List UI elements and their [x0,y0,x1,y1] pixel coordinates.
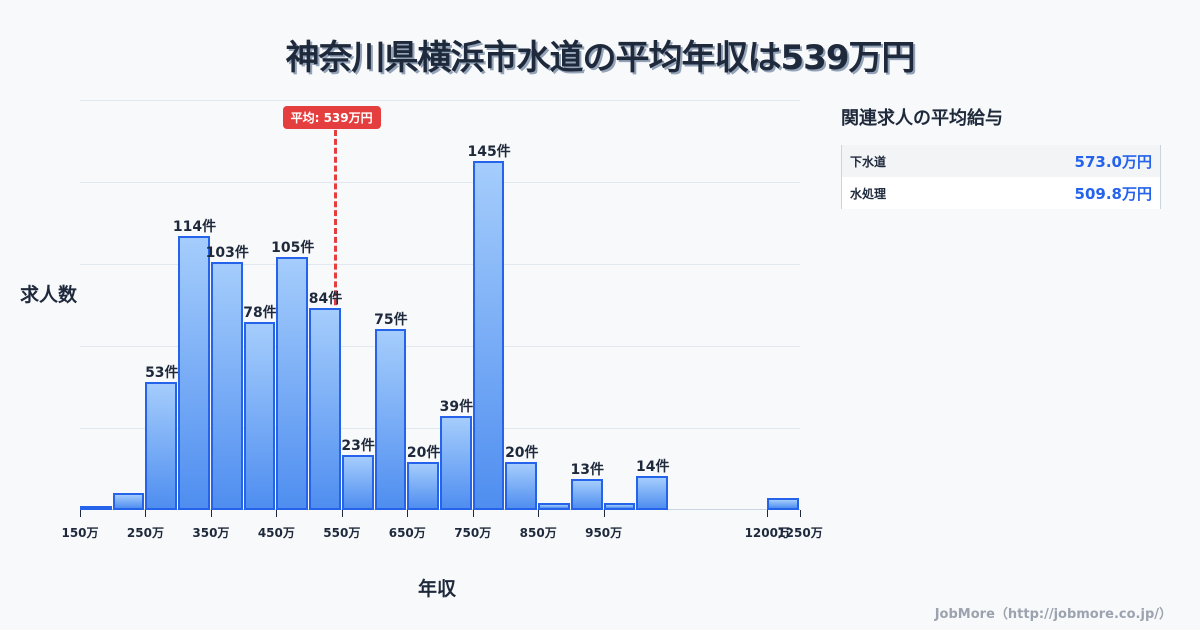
average-badge: 平均: 539万円 [282,106,381,129]
histogram-bar [145,382,178,510]
bar-value-label: 20件 [406,444,441,461]
histogram-bar [472,161,505,510]
related-salary-table: 下水道 573.0万円 水処理 509.8万円 [841,145,1161,209]
bar-value-label: 13件 [570,461,605,478]
related-job-name: 水処理 [850,186,887,201]
x-tick-label: 950万 [585,526,623,540]
bar-value-label: 103件 [205,245,249,262]
x-tick-label: 750万 [454,526,492,540]
x-tick-label: 850万 [519,526,557,540]
bar-value-label: 145件 [467,144,511,160]
gridline [80,100,800,101]
histogram-bar [210,262,243,510]
x-tick-label: 250万 [126,526,164,540]
x-tick [341,510,343,517]
histogram-bar [374,329,407,510]
x-tick-label: 1200万 [744,526,790,540]
histogram-bar [767,497,799,510]
gridline [80,346,800,347]
bar-value-label: 84件 [308,290,343,307]
related-row: 下水道 573.0万円 [842,145,1160,177]
histogram-bar [80,506,112,510]
related-job-name: 下水道 [850,154,887,169]
related-job-salary: 509.8万円 [1074,184,1152,203]
bar-value-label: 23件 [341,437,375,454]
x-tick [603,510,605,517]
page-title: 神奈川県横浜市水道の平均年収は539万円 [285,38,916,78]
x-axis-label: 年収 [418,578,457,600]
histogram-bar [276,257,309,510]
bar-value-label: 20件 [505,444,539,461]
histogram-bar [112,493,145,510]
x-tick [767,510,769,517]
x-tick [538,510,540,517]
related-row: 水処理 509.8万円 [842,177,1160,209]
related-salary-title: 関連求人の平均給与 [841,108,1003,129]
histogram-plot: 平均: 539万円 53件 114件 103件 78件 105件 84件 23件 75件 20件… [61,100,823,540]
footer-credit: JobMore（http://jobmore.co.jp/） [934,607,1172,622]
x-tick-label: 550万 [323,526,361,540]
histogram-bar [636,476,669,510]
x-tick-label: 450万 [257,526,295,540]
bar-value-label: 75件 [374,312,408,329]
gridline [80,264,800,265]
x-tick [800,510,801,517]
x-tick-label: 150万 [61,526,99,540]
x-tick-label: 650万 [388,526,426,540]
x-tick [276,510,278,517]
bar-value-label: 114件 [172,218,217,235]
bar-value-label: 14件 [635,459,670,476]
x-tick-label: 350万 [192,526,230,540]
x-tick [145,510,147,517]
histogram-bar [505,461,538,510]
x-tick [407,510,409,517]
bar-value-label: 105件 [271,240,315,257]
bar-value-label: 53件 [145,365,179,382]
x-tick [210,510,212,517]
related-job-salary: 573.0万円 [1074,152,1152,171]
histogram-bar [570,478,603,510]
histogram-bar [243,322,276,510]
histogram-bar [341,454,374,510]
bar-value-label: 78件 [243,305,277,322]
x-tick [472,510,474,517]
histogram-bar [538,502,570,510]
histogram-bar [440,416,472,510]
histogram-bar [603,502,636,510]
histogram-bar [178,235,210,510]
histogram-bar [309,307,341,510]
x-tick-label: 1250万 [777,526,823,540]
y-axis-label: 求人数 [20,284,78,306]
x-tick [80,510,81,517]
gridline [80,182,800,183]
histogram-bar [407,461,439,510]
bar-value-label: 39件 [439,399,474,416]
